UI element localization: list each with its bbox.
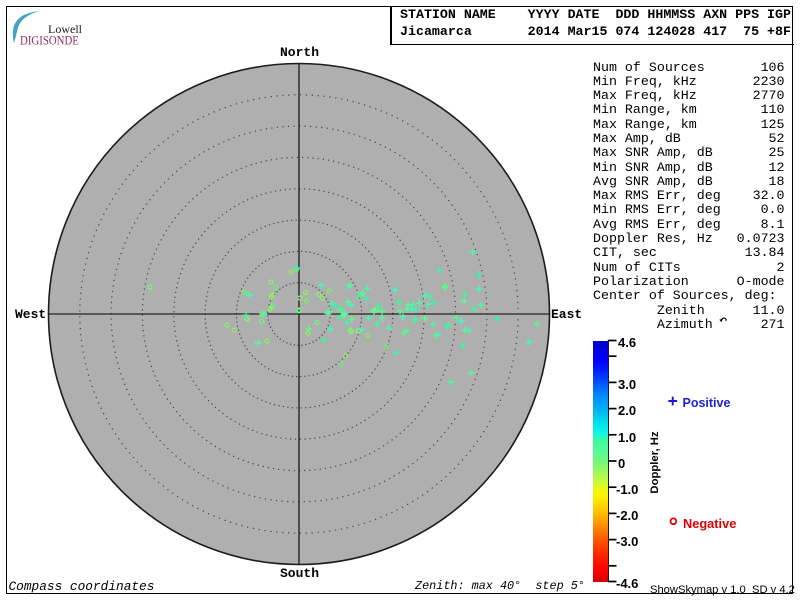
- svg-text:Doppler, Hz: Doppler, Hz: [649, 431, 661, 493]
